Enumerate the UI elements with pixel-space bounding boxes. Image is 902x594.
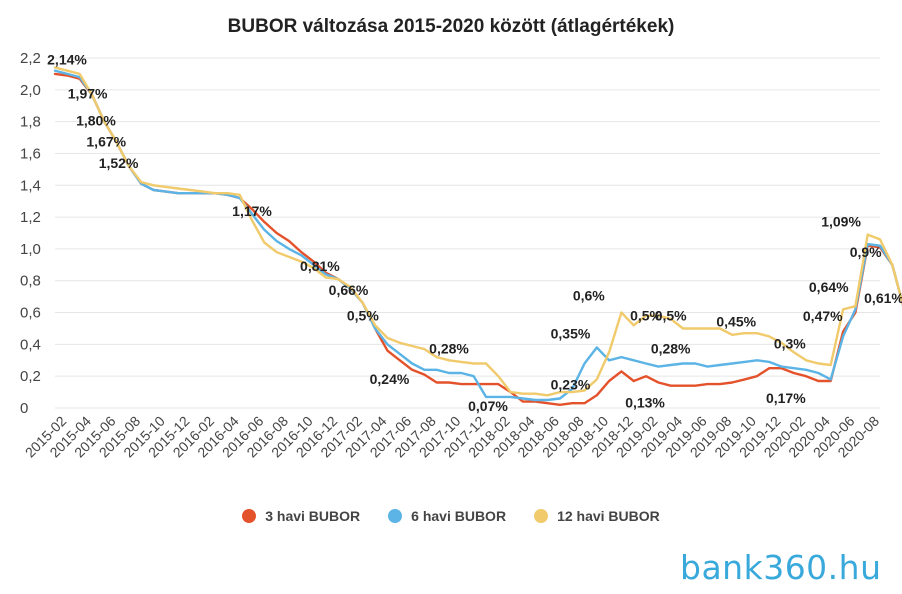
data-label: 1,80% <box>76 113 116 129</box>
y-tick-label: 1,0 <box>20 241 41 258</box>
data-label: 1,17% <box>232 203 272 219</box>
bank360-logo: bank360.hu <box>680 548 882 587</box>
data-label: 1,52% <box>99 155 139 171</box>
data-label: 0,28% <box>429 340 469 356</box>
data-label: 0,5% <box>347 307 379 323</box>
y-tick-label: 0,8 <box>20 273 41 290</box>
data-label: 0,5% <box>655 307 687 323</box>
data-label: 0,61% <box>864 290 902 306</box>
data-label: 0,24% <box>370 371 410 387</box>
data-label: 0,5% <box>630 307 662 323</box>
data-label: 0,9% <box>850 244 882 260</box>
data-label: 0,47% <box>803 308 843 324</box>
legend-swatch-icon <box>242 509 257 523</box>
data-label: 0,35% <box>551 325 591 341</box>
series-line <box>53 72 902 406</box>
series-line <box>53 69 902 402</box>
legend-label: 3 havi BUBOR <box>265 508 361 524</box>
y-tick-label: 1,8 <box>20 114 41 131</box>
data-label: 0,28% <box>651 340 691 356</box>
legend: 3 havi BUBOR 6 havi BUBOR 12 havi BUBOR <box>0 508 902 524</box>
legend-label: 6 havi BUBOR <box>411 508 507 524</box>
data-label: 1,09% <box>821 214 861 230</box>
data-label: 0,45% <box>716 313 756 329</box>
legend-item-3-havi[interactable]: 3 havi BUBOR <box>242 508 360 524</box>
data-label: 0,07% <box>468 398 508 414</box>
y-tick-label: 0,6 <box>20 305 41 322</box>
y-tick-label: 2,0 <box>20 82 41 99</box>
data-label: 2,14% <box>47 52 87 68</box>
data-label: 0,64% <box>809 279 849 295</box>
data-label: 0,6% <box>573 288 605 304</box>
data-label: 0,13% <box>625 394 665 410</box>
y-tick-label: 1,2 <box>20 209 41 226</box>
data-label: 0,17% <box>766 390 806 406</box>
series-line <box>53 66 902 397</box>
data-label: 1,67% <box>86 133 126 149</box>
data-label: 0,81% <box>300 258 340 274</box>
y-tick-label: 2,2 <box>20 50 41 67</box>
legend-label: 12 havi BUBOR <box>557 508 660 524</box>
legend-item-12-havi[interactable]: 12 havi BUBOR <box>534 508 660 524</box>
data-label: 0,66% <box>329 282 369 298</box>
y-tick-label: 0,4 <box>20 336 41 353</box>
data-label: 0,3% <box>774 335 806 351</box>
y-tick-label: 0,2 <box>20 368 41 385</box>
y-tick-label: 1,4 <box>20 177 41 194</box>
legend-item-6-havi[interactable]: 6 havi BUBOR <box>388 508 506 524</box>
data-label: 0,23% <box>551 376 591 392</box>
legend-swatch-icon <box>534 509 549 523</box>
y-tick-label: 0 <box>20 400 28 417</box>
legend-swatch-icon <box>388 509 403 523</box>
chart-title: BUBOR változása 2015-2020 között (átlagé… <box>227 16 675 37</box>
y-tick-label: 1,6 <box>20 145 41 162</box>
data-label: 1,97% <box>68 86 108 102</box>
